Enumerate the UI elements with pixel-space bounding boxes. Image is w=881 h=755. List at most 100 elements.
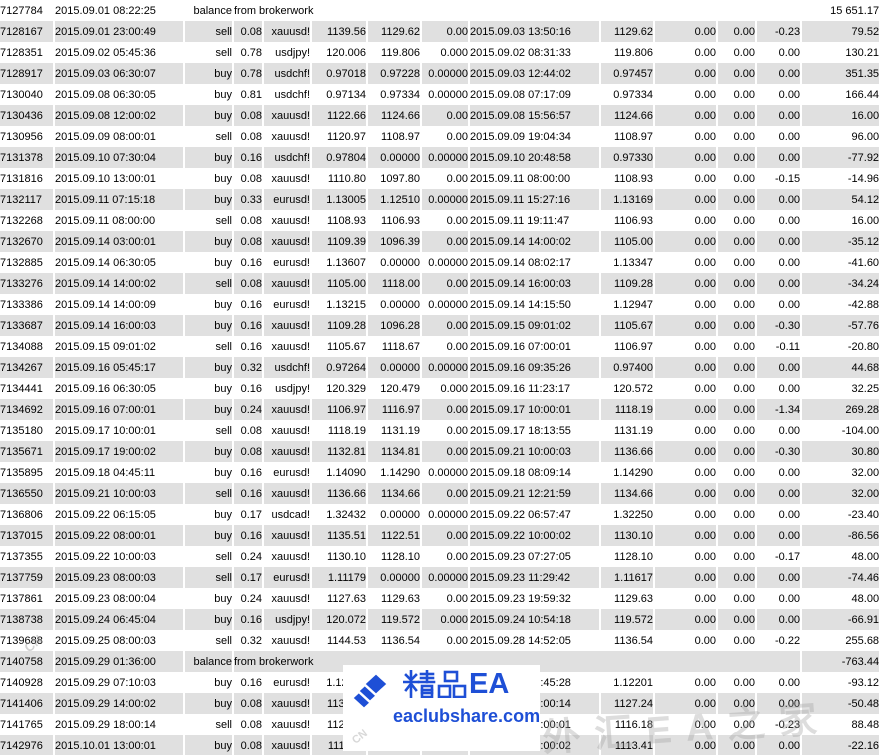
cell-sl: 1118.67 bbox=[368, 336, 422, 357]
cell-open-time: 2015.09.17 19:00:02 bbox=[55, 441, 185, 462]
trade-row[interactable]: 7137015 2015.09.22 08:00:01 buy 0.16 xauusd!… bbox=[0, 525, 881, 546]
trade-row[interactable]: 7134267 2015.09.16 05:45:17 buy 0.32 usdchf!… bbox=[0, 357, 881, 378]
cell-symbol: usdchf! bbox=[264, 63, 312, 84]
trade-row[interactable]: 7128351 2015.09.02 05:45:36 sell 0.78 usdjpy… bbox=[0, 42, 881, 63]
trade-row[interactable]: 7131378 2015.09.10 07:30:04 buy 0.16 usdchf!… bbox=[0, 147, 881, 168]
cell-close-time: 2015.09.14 16:00:03 bbox=[470, 273, 601, 294]
cell-sl: 1.12510 bbox=[368, 189, 422, 210]
trade-row[interactable]: 7137759 2015.09.23 08:00:03 sell 0.17 eurusd… bbox=[0, 567, 881, 588]
cell-close-price: 1.13347 bbox=[601, 252, 655, 273]
trade-row[interactable]: 7134692 2015.09.16 07:00:01 buy 0.24 xauusd!… bbox=[0, 399, 881, 420]
trade-row[interactable]: 7139688 2015.09.25 08:00:03 sell 0.32 xauusd… bbox=[0, 630, 881, 651]
cell-taxes: 0.00 bbox=[718, 315, 757, 336]
cell-symbol: xauusd! bbox=[264, 210, 312, 231]
balance-row[interactable]: 7127784 2015.09.01 08:22:25 balance from br… bbox=[0, 0, 881, 21]
cell-size: 0.08 bbox=[234, 126, 264, 147]
cell-sl: 0.00000 bbox=[368, 504, 422, 525]
trade-row[interactable]: 7132885 2015.09.14 06:30:05 buy 0.16 eurusd!… bbox=[0, 252, 881, 273]
cell-sl: 1122.51 bbox=[368, 525, 422, 546]
trade-row[interactable]: 7130040 2015.09.08 06:30:05 buy 0.81 usdchf!… bbox=[0, 84, 881, 105]
cell-swap: -0.23 bbox=[757, 21, 803, 42]
cell-symbol: xauusd! bbox=[264, 420, 312, 441]
trade-row[interactable]: 7128167 2015.09.01 23:00:49 sell 0.08 xauusd… bbox=[0, 21, 881, 42]
cell-type: buy bbox=[185, 231, 234, 252]
trade-row[interactable]: 7133386 2015.09.14 14:00:09 buy 0.16 eurusd!… bbox=[0, 294, 881, 315]
watermark-brand: EA bbox=[403, 669, 509, 699]
cell-close-time: 2015.09.17 18:13:55 bbox=[470, 420, 601, 441]
cell-ticket: 7141406 bbox=[0, 693, 55, 714]
trade-row[interactable]: 7138738 2015.09.24 06:45:04 buy 0.16 usdjpy!… bbox=[0, 609, 881, 630]
cell-close-time: 2015.09.11 15:27:16 bbox=[470, 189, 601, 210]
cell-ticket: 7131816 bbox=[0, 168, 55, 189]
cell-ticket: 7128917 bbox=[0, 63, 55, 84]
cell-close-price: 1129.63 bbox=[601, 588, 655, 609]
cell-close-price: 1130.10 bbox=[601, 525, 655, 546]
cell-tp: 0.00000 bbox=[422, 147, 470, 168]
cell-tp: 0.00 bbox=[422, 420, 470, 441]
cell-close-price: 1108.93 bbox=[601, 168, 655, 189]
cell-taxes: 0.00 bbox=[718, 378, 757, 399]
trade-row[interactable]: 7132268 2015.09.11 08:00:00 sell 0.08 xauusd… bbox=[0, 210, 881, 231]
cell-close-price: 120.572 bbox=[601, 378, 655, 399]
cell-size: 0.16 bbox=[234, 462, 264, 483]
cell-symbol: xauusd! bbox=[264, 21, 312, 42]
cell-swap: -0.30 bbox=[757, 441, 803, 462]
cell-type: buy bbox=[185, 441, 234, 462]
cell-type: buy bbox=[185, 588, 234, 609]
cell-swap: 0.00 bbox=[757, 294, 803, 315]
trade-row[interactable]: 7134088 2015.09.15 09:01:02 sell 0.16 xauusd… bbox=[0, 336, 881, 357]
cell-size: 0.08 bbox=[234, 714, 264, 735]
cell-sl: 119.572 bbox=[368, 609, 422, 630]
cell-size: 0.08 bbox=[234, 735, 264, 755]
cell-ticket: 7142976 bbox=[0, 735, 55, 755]
trade-row[interactable]: 7135180 2015.09.17 10:00:01 sell 0.08 xauusd… bbox=[0, 420, 881, 441]
cell-symbol: eurusd! bbox=[264, 567, 312, 588]
cell-close-price: 1118.19 bbox=[601, 399, 655, 420]
cell-type: buy bbox=[185, 315, 234, 336]
trade-row[interactable]: 7133687 2015.09.14 16:00:03 buy 0.16 xauusd!… bbox=[0, 315, 881, 336]
trade-row[interactable]: 7128917 2015.09.03 06:30:07 buy 0.78 usdchf!… bbox=[0, 63, 881, 84]
cell-open-time: 2015.09.16 05:45:17 bbox=[55, 357, 185, 378]
cell-commission: 0.00 bbox=[655, 273, 718, 294]
trade-row[interactable]: 7135895 2015.09.18 04:45:11 buy 0.16 eurusd!… bbox=[0, 462, 881, 483]
cell-open-time: 2015.09.08 06:30:05 bbox=[55, 84, 185, 105]
cell-ticket: 7135180 bbox=[0, 420, 55, 441]
cell-profit: -35.12 bbox=[802, 231, 881, 252]
trade-row[interactable]: 7131816 2015.09.10 13:00:01 buy 0.08 xauusd!… bbox=[0, 168, 881, 189]
cell-ticket: 7130040 bbox=[0, 84, 55, 105]
cell-tp: 0.00000 bbox=[422, 294, 470, 315]
trade-row[interactable]: 7130436 2015.09.08 12:00:02 buy 0.08 xauusd!… bbox=[0, 105, 881, 126]
cell-symbol: xauusd! bbox=[264, 168, 312, 189]
cell-commission: 0.00 bbox=[655, 210, 718, 231]
trade-row[interactable]: 7137861 2015.09.23 08:00:04 buy 0.24 xauusd!… bbox=[0, 588, 881, 609]
trade-row[interactable]: 7136550 2015.09.21 10:00:03 sell 0.16 xauusd… bbox=[0, 483, 881, 504]
cell-close-time: 2015.09.24 10:54:18 bbox=[470, 609, 601, 630]
cell-open-time: 2015.09.15 09:01:02 bbox=[55, 336, 185, 357]
cell-close-time: 2015.09.16 11:23:17 bbox=[470, 378, 601, 399]
trade-row[interactable]: 7132670 2015.09.14 03:00:01 buy 0.08 xauusd!… bbox=[0, 231, 881, 252]
cell-open-price: 1.14090 bbox=[312, 462, 368, 483]
cell-profit: 166.44 bbox=[802, 84, 881, 105]
cell-size: 0.16 bbox=[234, 672, 264, 693]
cell-sl: 1131.19 bbox=[368, 420, 422, 441]
cell-taxes: 0.00 bbox=[718, 546, 757, 567]
cell-tp: 0.00 bbox=[422, 336, 470, 357]
cell-sl: 120.479 bbox=[368, 378, 422, 399]
trade-row[interactable]: 7130956 2015.09.09 08:00:01 sell 0.08 xauusd… bbox=[0, 126, 881, 147]
cell-size: 0.16 bbox=[234, 378, 264, 399]
cell-profit: 79.52 bbox=[802, 21, 881, 42]
cell-commission: 0.00 bbox=[655, 378, 718, 399]
cell-open-time: 2015.09.21 10:00:03 bbox=[55, 483, 185, 504]
trade-row[interactable]: 7132117 2015.09.11 07:15:18 buy 0.33 eurusd!… bbox=[0, 189, 881, 210]
trade-row[interactable]: 7134441 2015.09.16 06:30:05 buy 0.16 usdjpy!… bbox=[0, 378, 881, 399]
cell-close-time: 2015.09.02 08:31:33 bbox=[470, 42, 601, 63]
cell-size: 0.24 bbox=[234, 399, 264, 420]
cell-taxes: 0.00 bbox=[718, 21, 757, 42]
cell-type: sell bbox=[185, 126, 234, 147]
cell-close-time: 2015.09.11 19:11:47 bbox=[470, 210, 601, 231]
trade-row[interactable]: 7136806 2015.09.22 06:15:05 buy 0.17 usdcad!… bbox=[0, 504, 881, 525]
trade-row[interactable]: 7137355 2015.09.22 10:00:03 sell 0.24 xauusd… bbox=[0, 546, 881, 567]
watermark-brand-text: EA bbox=[469, 668, 510, 700]
trade-row[interactable]: 7133276 2015.09.14 14:00:02 sell 0.08 xauusd… bbox=[0, 273, 881, 294]
trade-row[interactable]: 7135671 2015.09.17 19:00:02 buy 0.08 xauusd!… bbox=[0, 441, 881, 462]
